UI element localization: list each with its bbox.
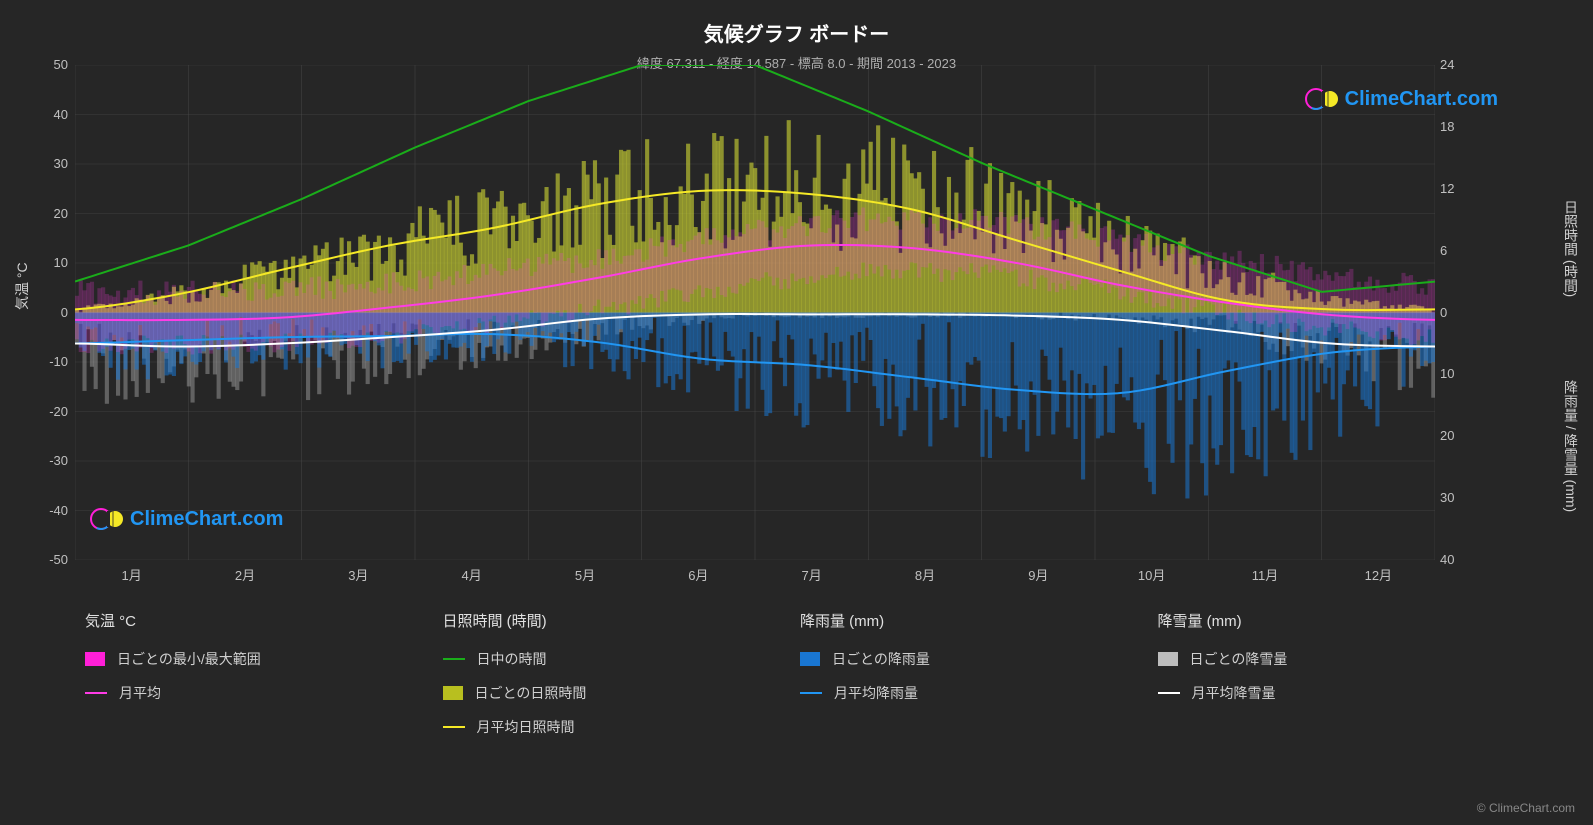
legend-label: 月平均降雨量: [834, 683, 918, 703]
x-tick: 8月: [885, 565, 965, 584]
y-tick-left: 40: [28, 107, 68, 122]
climate-chart: 気候グラフ ボードー 緯度 67.311 - 経度 14.587 - 標高 8.…: [0, 0, 1593, 825]
watermark-bottom: ClimeChart.com: [90, 505, 283, 533]
legend-label: 月平均: [119, 683, 161, 703]
watermark-text: ClimeChart.com: [130, 508, 283, 531]
x-tick: 7月: [772, 565, 852, 584]
legend-line: [1158, 692, 1180, 694]
climechart-logo-icon: [90, 505, 124, 533]
legend-label: 日ごとの降雪量: [1190, 649, 1288, 669]
x-tick: 3月: [318, 565, 398, 584]
y-tick-right: 30: [1440, 490, 1480, 505]
x-tick: 2月: [205, 565, 285, 584]
climechart-logo-icon: [1305, 85, 1339, 113]
legend-group: 日照時間 (時間) 日中の時間日ごとの日照時間月平均日照時間: [443, 610, 801, 751]
y-tick-left: -30: [28, 453, 68, 468]
legend-label: 日ごとの降雨量: [832, 649, 930, 669]
y-axis-right-top-label: 日照時間 (時間): [1561, 200, 1581, 297]
legend-swatch: [800, 652, 820, 666]
y-tick-left: 20: [28, 206, 68, 221]
legend-item: 日ごとの最小/最大範囲: [85, 649, 423, 669]
legend-swatch: [443, 686, 463, 700]
legend-item: 月平均: [85, 683, 423, 703]
y-tick-left: 0: [28, 305, 68, 320]
legend-line: [800, 692, 822, 694]
legend-item: 日ごとの降雪量: [1158, 649, 1496, 669]
y-tick-right: 6: [1440, 243, 1480, 258]
legend-item: 月平均降雨量: [800, 683, 1138, 703]
legend-label: 日ごとの日照時間: [475, 683, 587, 703]
plot-svg: [75, 65, 1435, 560]
x-tick: 5月: [545, 565, 625, 584]
legend-line: [443, 658, 465, 660]
y-tick-right: 18: [1440, 119, 1480, 134]
plot-area: [75, 65, 1435, 560]
y-tick-left: 50: [28, 57, 68, 72]
legend-header: 降雪量 (mm): [1158, 610, 1496, 631]
y-tick-left: 30: [28, 156, 68, 171]
y-tick-left: -40: [28, 503, 68, 518]
y-tick-right: 40: [1440, 552, 1480, 567]
attribution: © ClimeChart.com: [1477, 801, 1575, 815]
legend-group: 降雪量 (mm) 日ごとの降雪量月平均降雪量: [1158, 610, 1516, 751]
y-tick-left: -10: [28, 354, 68, 369]
watermark-top: ClimeChart.com: [1305, 85, 1498, 113]
x-tick: 1月: [92, 565, 172, 584]
legend-swatch: [85, 652, 105, 666]
legend-group: 降雨量 (mm) 日ごとの降雨量月平均降雨量: [800, 610, 1158, 751]
x-tick: 6月: [658, 565, 738, 584]
y-tick-left: -50: [28, 552, 68, 567]
legend-item: 月平均日照時間: [443, 717, 781, 737]
x-tick: 12月: [1338, 565, 1418, 584]
legend-header: 降雨量 (mm): [800, 610, 1138, 631]
legend-item: 日ごとの日照時間: [443, 683, 781, 703]
legend-item: 日ごとの降雨量: [800, 649, 1138, 669]
legend-item: 月平均降雪量: [1158, 683, 1496, 703]
y-tick-right: 12: [1440, 181, 1480, 196]
x-tick: 9月: [998, 565, 1078, 584]
y-tick-right: 0: [1440, 305, 1480, 320]
legend-header: 日照時間 (時間): [443, 610, 781, 631]
legend-label: 日ごとの最小/最大範囲: [117, 649, 261, 669]
legend-line: [85, 692, 107, 694]
legend-header: 気温 °C: [85, 610, 423, 631]
legend-group: 気温 °C 日ごとの最小/最大範囲月平均: [85, 610, 443, 751]
x-tick: 10月: [1112, 565, 1192, 584]
watermark-text: ClimeChart.com: [1345, 88, 1498, 111]
legend-line: [443, 726, 465, 728]
legend-label: 月平均降雪量: [1192, 683, 1276, 703]
legend-label: 日中の時間: [477, 649, 547, 669]
y-tick-left: -20: [28, 404, 68, 419]
legend-swatch: [1158, 652, 1178, 666]
y-tick-right: 24: [1440, 57, 1480, 72]
chart-title: 気候グラフ ボードー: [0, 0, 1593, 47]
x-tick: 4月: [432, 565, 512, 584]
legend-item: 日中の時間: [443, 649, 781, 669]
y-tick-left: 10: [28, 255, 68, 270]
legend: 気温 °C 日ごとの最小/最大範囲月平均 日照時間 (時間) 日中の時間日ごとの日照時…: [85, 610, 1515, 751]
y-axis-right-bottom-label: 降雨量 / 降雪量 (mm): [1561, 380, 1581, 512]
y-tick-right: 20: [1440, 428, 1480, 443]
legend-label: 月平均日照時間: [477, 717, 575, 737]
y-tick-right: 10: [1440, 366, 1480, 381]
x-tick: 11月: [1225, 565, 1305, 584]
